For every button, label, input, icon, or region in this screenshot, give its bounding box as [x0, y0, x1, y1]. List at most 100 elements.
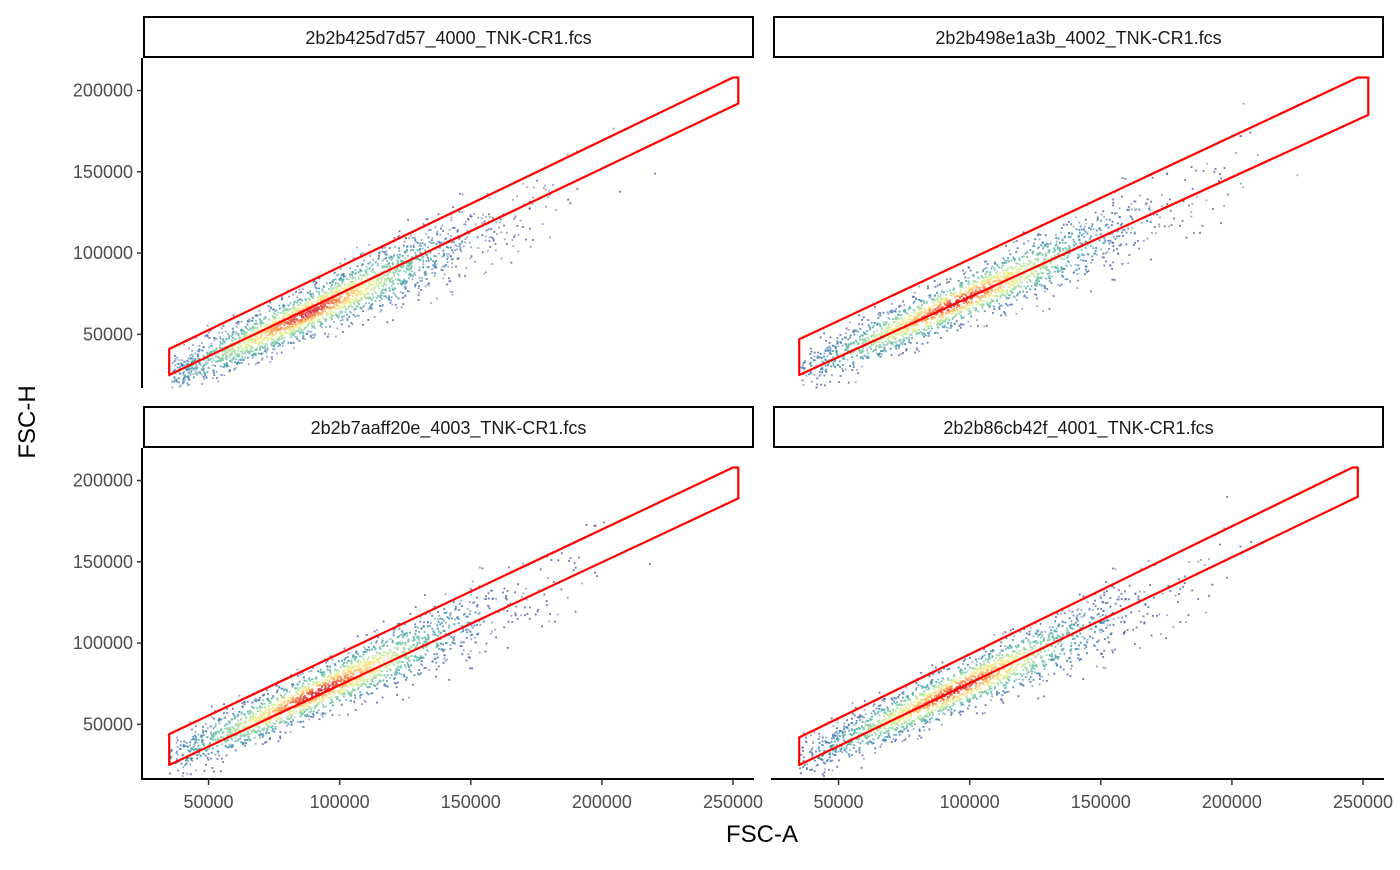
data-point [367, 274, 369, 276]
data-point [874, 322, 876, 324]
data-point [891, 303, 893, 305]
data-point [427, 266, 429, 268]
data-point [414, 252, 416, 254]
data-point [1159, 217, 1161, 219]
data-point [477, 217, 479, 219]
data-point [1186, 237, 1188, 239]
data-point [408, 274, 410, 276]
data-point [393, 255, 395, 257]
data-point [336, 289, 338, 291]
data-point [1112, 221, 1114, 223]
data-point [839, 366, 841, 368]
data-point [1075, 264, 1077, 266]
data-point [373, 280, 375, 282]
data-point [317, 308, 319, 310]
data-point [1061, 275, 1063, 277]
data-point [278, 343, 280, 345]
data-point [239, 344, 241, 346]
data-point [425, 286, 427, 288]
data-point [1095, 212, 1097, 214]
data-point [545, 189, 547, 191]
data-point [240, 337, 242, 339]
data-point [913, 301, 915, 303]
data-point [832, 363, 834, 365]
data-point [263, 326, 265, 328]
data-point [857, 331, 859, 333]
data-point [404, 241, 406, 243]
data-point [451, 249, 453, 251]
data-point [619, 191, 621, 193]
data-point [1131, 203, 1133, 205]
data-point [446, 253, 448, 255]
data-point [342, 319, 344, 321]
data-point [229, 357, 231, 359]
data-point [1078, 268, 1080, 270]
data-point [1039, 239, 1041, 241]
data-point [237, 361, 239, 363]
data-point [895, 308, 897, 310]
data-point [506, 243, 508, 245]
data-point [515, 216, 517, 218]
data-point [864, 355, 866, 357]
data-point [434, 255, 436, 257]
data-point [266, 335, 268, 337]
data-point [1081, 254, 1083, 256]
data-point [250, 350, 252, 352]
data-point [225, 339, 227, 341]
data-point [312, 316, 314, 318]
data-point [1039, 284, 1041, 286]
data-point [202, 350, 204, 352]
data-point [1041, 245, 1043, 247]
data-point [174, 378, 176, 380]
data-point [898, 306, 900, 308]
data-point [313, 310, 315, 312]
data-point [232, 332, 234, 334]
data-point [221, 357, 223, 359]
data-point [513, 218, 515, 220]
data-point [374, 316, 376, 318]
data-point [970, 270, 972, 272]
data-point [964, 277, 966, 279]
data-point [1154, 226, 1156, 228]
data-point [435, 260, 437, 262]
data-point [436, 231, 438, 233]
data-point [1179, 225, 1181, 227]
data-point [216, 377, 218, 379]
data-point [284, 310, 286, 312]
data-point [1093, 253, 1095, 255]
data-point [1090, 228, 1092, 230]
data-point [1130, 232, 1132, 234]
data-point [365, 269, 367, 271]
data-point [1063, 224, 1065, 226]
data-point [922, 332, 924, 334]
data-point [853, 343, 855, 345]
data-point [245, 350, 247, 352]
data-point [318, 293, 320, 295]
data-point [968, 277, 970, 279]
data-point [223, 363, 225, 365]
data-point [276, 353, 278, 355]
data-point [259, 314, 261, 316]
data-point [205, 335, 207, 337]
data-point [1022, 291, 1024, 293]
data-point [1212, 208, 1214, 210]
facet-strip-label: 2b2b498e1a3b_4002_TNK-CR1.fcs [935, 28, 1221, 49]
data-point [407, 265, 409, 267]
data-point [345, 309, 347, 311]
data-point [1091, 255, 1093, 257]
data-point [863, 316, 865, 318]
data-point [304, 307, 306, 309]
data-point [529, 228, 531, 230]
data-point [221, 374, 223, 376]
data-point [963, 324, 965, 326]
data-point [1249, 132, 1251, 134]
data-point [339, 279, 341, 281]
data-point [486, 230, 488, 232]
data-point [261, 345, 263, 347]
data-point [350, 276, 352, 278]
data-point [1069, 281, 1071, 283]
data-point [1113, 250, 1115, 252]
data-point [825, 369, 827, 371]
data-point [940, 337, 942, 339]
data-point [474, 261, 476, 263]
